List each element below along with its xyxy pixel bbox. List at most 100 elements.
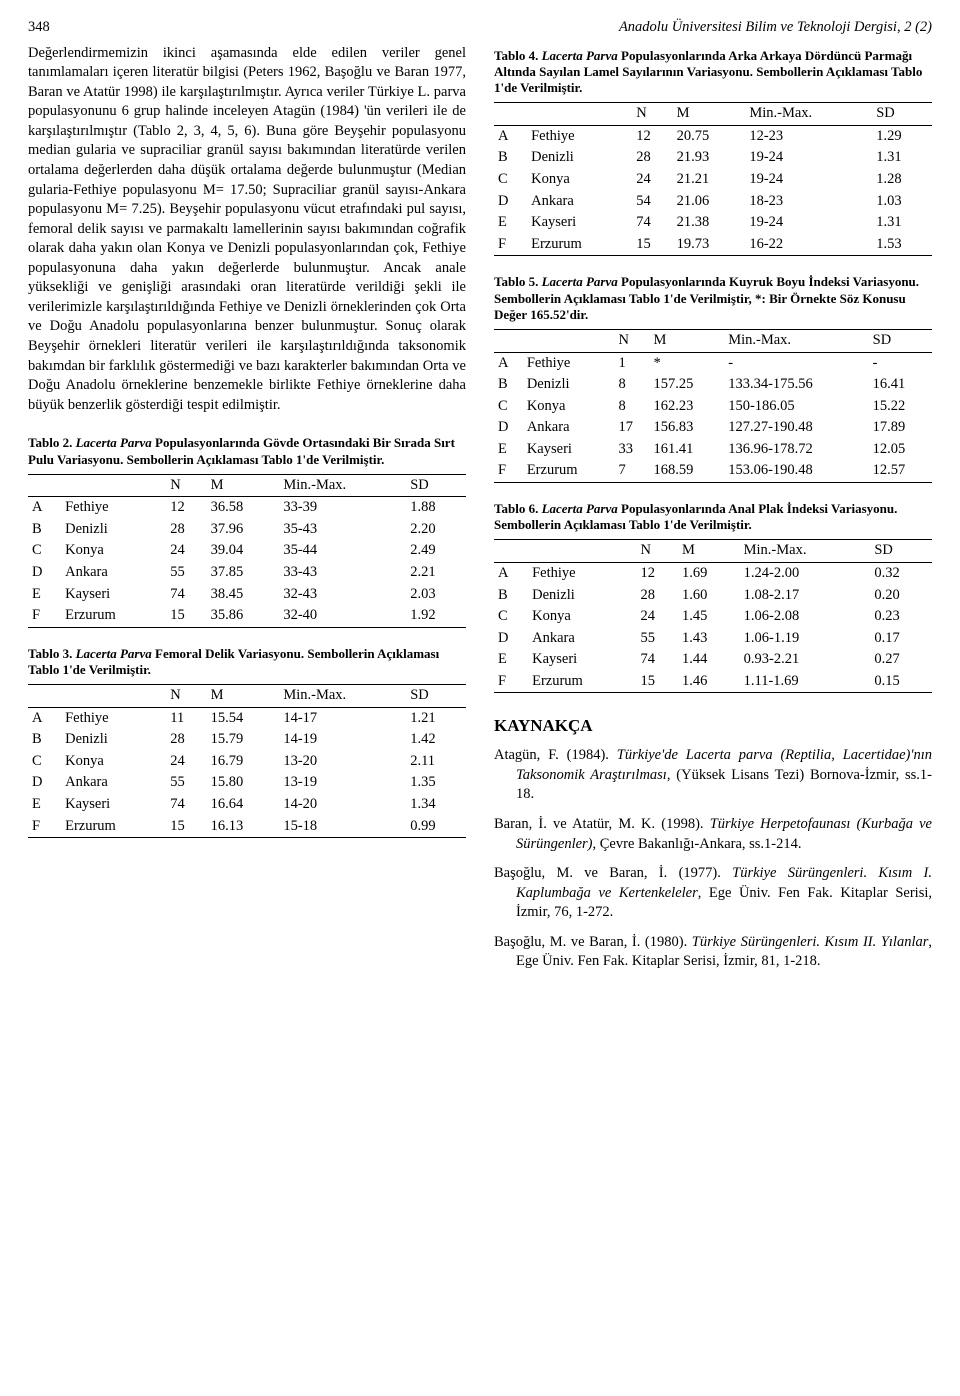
table-cell: 1	[614, 352, 649, 374]
table-cell: Kayseri	[527, 212, 632, 234]
table-cell: 1.31	[872, 212, 932, 234]
table-cell: Denizli	[527, 147, 632, 169]
table-cell: E	[494, 649, 528, 671]
table-cell: 2.11	[406, 751, 466, 773]
table-header-cell: SD	[406, 474, 466, 497]
table-row: DAnkara5537.8533-432.21	[28, 562, 466, 584]
table-cell: 18-23	[745, 191, 872, 213]
table-cell: 15	[637, 671, 679, 693]
table-header-cell: N	[166, 474, 206, 497]
table-cell: 15-18	[279, 816, 406, 838]
table-cell: 39.04	[207, 540, 280, 562]
table-header-cell: M	[678, 540, 740, 563]
table-row: FErzurum151.461.11-1.690.15	[494, 671, 932, 693]
table-cell: 162.23	[650, 396, 725, 418]
table-cell: F	[494, 671, 528, 693]
table-cell: 12	[166, 497, 206, 519]
table-header-cell	[523, 330, 615, 353]
table-cell: *	[650, 352, 725, 374]
table-header-cell: N	[632, 103, 672, 126]
table3-species: Lacerta Parva	[76, 646, 152, 661]
table-cell: 8	[614, 374, 649, 396]
table3-label: Tablo 3.	[28, 646, 72, 661]
table-cell: 14-20	[279, 794, 406, 816]
main-paragraph: Değerlendirmemizin ikinci aşamasında eld…	[28, 44, 466, 416]
table-cell: D	[28, 562, 61, 584]
table-cell: 37.85	[207, 562, 280, 584]
table-cell: E	[28, 584, 61, 606]
table-cell: 15.54	[207, 707, 280, 729]
table-cell: A	[28, 707, 61, 729]
table-cell: 16.13	[207, 816, 280, 838]
table-cell: Konya	[528, 606, 636, 628]
table-cell: 150-186.05	[724, 396, 868, 418]
table-cell: 1.29	[872, 125, 932, 147]
table-cell: 21.38	[673, 212, 746, 234]
table-cell: Ankara	[523, 417, 615, 439]
table-cell: 33-39	[279, 497, 406, 519]
table-cell: 19-24	[745, 169, 872, 191]
reference-item: Başoğlu, M. ve Baran, İ. (1977). Türkiye…	[494, 864, 932, 923]
table4-label: Tablo 4.	[494, 48, 538, 63]
table-cell: 36.58	[207, 497, 280, 519]
table-cell: 12.57	[869, 460, 932, 482]
table-cell: 1.60	[678, 585, 740, 607]
table-cell: Fethiye	[61, 707, 166, 729]
table-cell: 74	[166, 794, 206, 816]
reference-item: Başoğlu, M. ve Baran, İ. (1980). Türkiye…	[494, 933, 932, 972]
table-cell: C	[28, 751, 61, 773]
table-cell: 1.03	[872, 191, 932, 213]
table-cell: B	[494, 585, 528, 607]
table-cell: 0.15	[870, 671, 932, 693]
table-cell: C	[494, 606, 528, 628]
table-cell: Erzurum	[528, 671, 636, 693]
table2-species: Lacerta Parva	[76, 435, 152, 450]
table-cell: 16.79	[207, 751, 280, 773]
table-row: CKonya2421.2119-241.28	[494, 169, 932, 191]
table-cell: Denizli	[523, 374, 615, 396]
table-cell: 24	[166, 751, 206, 773]
table-cell: C	[28, 540, 61, 562]
table-cell: 13-20	[279, 751, 406, 773]
table-cell: 161.41	[650, 439, 725, 461]
table-cell: D	[494, 417, 523, 439]
table-header-cell	[527, 103, 632, 126]
table-cell: 35-44	[279, 540, 406, 562]
table4-species: Lacerta Parva	[542, 48, 618, 63]
table-cell: Konya	[61, 540, 166, 562]
table-cell: 12	[632, 125, 672, 147]
table-cell: Fethiye	[528, 563, 636, 585]
table-cell: 15	[632, 234, 672, 256]
table-cell: 1.11-1.69	[740, 671, 871, 693]
table-cell: Ankara	[528, 628, 636, 650]
table-cell: 1.88	[406, 497, 466, 519]
table-cell: 0.93-2.21	[740, 649, 871, 671]
table-cell: 19-24	[745, 212, 872, 234]
table-row: BDenizli8157.25133.34-175.5616.41	[494, 374, 932, 396]
table-cell: 37.96	[207, 519, 280, 541]
references-heading: KAYNAKÇA	[494, 715, 932, 738]
table-cell: Kayseri	[523, 439, 615, 461]
table-cell: 16.64	[207, 794, 280, 816]
table-cell: Erzurum	[523, 460, 615, 482]
table-cell: 55	[166, 772, 206, 794]
table2: NMMin.-Max.SDAFethiye1236.5833-391.88BDe…	[28, 474, 466, 628]
table-cell: 15.79	[207, 729, 280, 751]
table4: NMMin.-Max.SDAFethiye1220.7512-231.29BDe…	[494, 102, 932, 256]
table-cell: B	[494, 147, 527, 169]
table-cell: 1.46	[678, 671, 740, 693]
table-cell: Denizli	[61, 519, 166, 541]
table-cell: 157.25	[650, 374, 725, 396]
table-cell: 1.24-2.00	[740, 563, 871, 585]
table6-species: Lacerta Parva	[542, 501, 618, 516]
table-row: AFethiye121.691.24-2.000.32	[494, 563, 932, 585]
table-cell: 21.93	[673, 147, 746, 169]
table-cell: Kayseri	[528, 649, 636, 671]
table-cell: 127.27-190.48	[724, 417, 868, 439]
table-cell: 2.21	[406, 562, 466, 584]
table-row: EKayseri7421.3819-241.31	[494, 212, 932, 234]
table-row: AFethiye1220.7512-231.29	[494, 125, 932, 147]
table-cell: 17	[614, 417, 649, 439]
table-cell: 15	[166, 605, 206, 627]
table-cell: A	[28, 497, 61, 519]
